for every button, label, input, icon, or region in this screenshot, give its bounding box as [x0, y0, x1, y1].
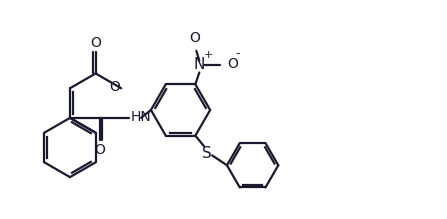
Text: O: O [110, 80, 120, 94]
Text: N: N [194, 57, 205, 72]
Text: O: O [94, 143, 105, 157]
Text: HN: HN [130, 110, 151, 124]
Text: S: S [202, 146, 212, 161]
Text: +: + [204, 50, 214, 60]
Text: O: O [90, 36, 101, 50]
Text: O: O [189, 31, 200, 45]
Text: O: O [227, 57, 238, 71]
Text: -: - [236, 47, 240, 60]
